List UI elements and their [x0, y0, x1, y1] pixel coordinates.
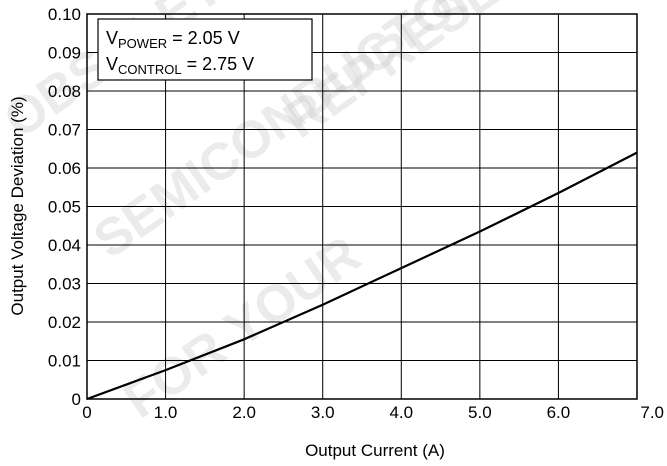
legend-control-value: = 2.75 V — [182, 54, 255, 74]
y-tick-label: 0.07 — [48, 121, 81, 140]
legend-line-power: VPOWER = 2.05 V — [106, 28, 240, 51]
legend-control-sub: CONTROL — [118, 62, 182, 77]
x-tick-labels: 0 1.0 2.0 3.0 4.0 5.0 6.0 7.0 — [82, 403, 664, 422]
legend-line-control: VCONTROL = 2.75 V — [106, 54, 254, 77]
legend-control-prefix: V — [106, 54, 118, 74]
x-tick-label: 5.0 — [468, 403, 492, 422]
y-tick-label: 0.08 — [48, 82, 81, 101]
y-axis-title: Output Voltage Deviation (%) — [8, 96, 27, 315]
x-tick-label: 1.0 — [154, 403, 178, 422]
y-tick-label: 0.05 — [48, 198, 81, 217]
legend-power-prefix: V — [106, 28, 118, 48]
y-tick-label: 0.06 — [48, 159, 81, 178]
legend-power-value: = 2.05 V — [167, 28, 240, 48]
y-tick-label: 0 — [72, 390, 81, 409]
y-tick-label: 0.02 — [48, 313, 81, 332]
series-layer — [86, 151, 638, 401]
x-tick-label: 3.0 — [311, 403, 335, 422]
y-tick-labels: 0 0.01 0.02 0.03 0.04 0.05 0.06 0.07 0.08 0.09 0.1… — [48, 5, 81, 409]
watermark-text: REPRESENTATIVE — [274, 0, 667, 150]
y-tick-label: 0.09 — [48, 44, 81, 63]
x-tick-label: 7.0 — [640, 403, 664, 422]
legend-box: VPOWER = 2.05 V VCONTROL = 2.75 V — [97, 18, 313, 81]
y-tick-label: 0.10 — [48, 5, 81, 24]
x-axis-title: Output Current (A) — [305, 441, 445, 460]
x-tick-label: 4.0 — [389, 403, 413, 422]
series-line — [86, 151, 638, 401]
legend-frame — [97, 18, 313, 81]
plot-frame — [86, 13, 638, 400]
x-tick-label: 2.0 — [232, 403, 256, 422]
grid — [86, 13, 638, 400]
y-tick-label: 0.01 — [48, 352, 81, 371]
legend-power-sub: POWER — [118, 36, 167, 51]
x-tick-label: 6.0 — [547, 403, 571, 422]
y-tick-label: 0.03 — [48, 275, 81, 294]
x-tick-label: 0 — [82, 403, 91, 422]
y-tick-label: 0.04 — [48, 236, 81, 255]
